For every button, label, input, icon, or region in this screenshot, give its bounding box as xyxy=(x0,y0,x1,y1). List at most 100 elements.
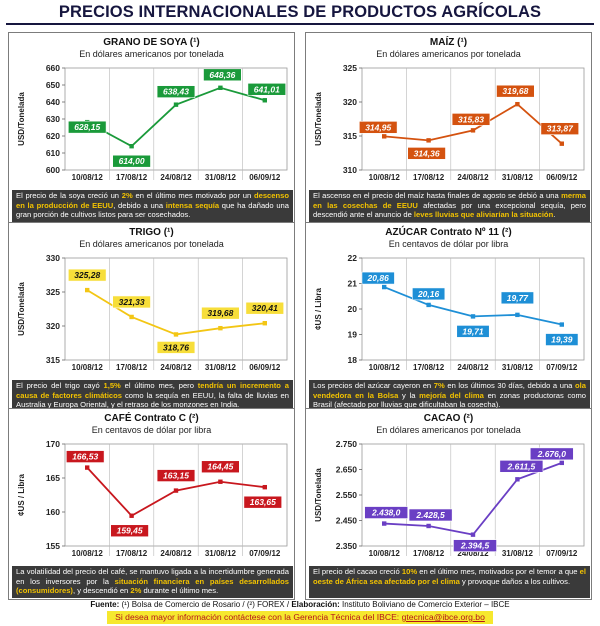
data-label: 638,43 xyxy=(163,87,189,97)
data-point xyxy=(559,460,564,466)
footer-elab-value: Instituto Boliviano de Comercio Exterior… xyxy=(339,600,510,609)
x-tick-label: 31/08/12 xyxy=(205,549,237,558)
data-point xyxy=(426,302,431,308)
data-label: 641,01 xyxy=(254,84,280,94)
data-point xyxy=(559,141,564,146)
y-tick-label: 640 xyxy=(46,97,60,107)
y-tick-label: 320 xyxy=(46,321,60,331)
data-label: 20,16 xyxy=(417,289,440,299)
data-point xyxy=(382,134,387,139)
data-point xyxy=(262,484,267,490)
x-tick-label: 07/09/12 xyxy=(249,549,281,558)
y-axis-label: USD/Tonelada xyxy=(314,92,323,146)
chart-title: TRIGO (¹) xyxy=(129,227,174,238)
contact-email-link[interactable]: gtecnica@ibce.org.bo xyxy=(401,612,485,622)
note-highlight: 7% xyxy=(433,381,445,390)
data-label-box xyxy=(156,85,196,98)
y-tick-label: 315 xyxy=(343,131,357,141)
data-label: 318,76 xyxy=(163,342,189,352)
data-label-box xyxy=(499,460,544,473)
data-label-box xyxy=(361,271,395,285)
y-tick-label: 315 xyxy=(46,355,60,365)
y-axis-label: USD/Tonelada xyxy=(314,468,323,522)
data-label-box xyxy=(156,469,196,482)
x-tick-label: 10/08/12 xyxy=(72,549,104,558)
y-tick-label: 2.650 xyxy=(336,465,358,475)
x-tick-label: 10/08/12 xyxy=(369,173,401,182)
x-tick-label: 24/08/12 xyxy=(160,549,192,558)
data-label-box xyxy=(407,147,446,160)
data-label-box xyxy=(412,287,446,301)
data-label-box xyxy=(358,121,398,134)
data-label-box xyxy=(67,120,107,134)
note-text: y la xyxy=(398,390,420,400)
data-point xyxy=(559,322,564,327)
note-cacao: El precio del cacao creció 10% en el últ… xyxy=(309,566,590,598)
x-tick-label: 17/08/12 xyxy=(116,173,148,182)
data-label-box xyxy=(112,154,151,168)
data-label-box xyxy=(65,450,105,463)
y-tick-label: 610 xyxy=(46,148,60,158)
chart-title: MAÍZ (¹) xyxy=(429,37,468,48)
note-text: en el último mes, motivados por el temor… xyxy=(417,567,580,576)
data-label-box xyxy=(408,508,453,522)
data-point xyxy=(218,85,223,90)
data-label: 19,39 xyxy=(551,335,573,345)
y-tick-label: 310 xyxy=(343,165,357,175)
data-label-box xyxy=(67,268,107,282)
data-point xyxy=(426,523,431,529)
card-cacao: CACAO (²) En dólares americanos por tone… xyxy=(305,408,592,600)
data-label-box xyxy=(245,301,284,315)
y-tick-label: 2.450 xyxy=(336,516,358,526)
data-label: 2.394,5 xyxy=(460,541,490,551)
title-rule xyxy=(6,23,594,25)
y-tick-label: 600 xyxy=(46,165,60,175)
y-tick-label: 325 xyxy=(343,63,357,73)
data-point xyxy=(129,513,134,518)
data-label: 2.428,5 xyxy=(415,510,445,520)
y-tick-label: 19 xyxy=(348,330,358,340)
card-maiz: MAÍZ (¹) En dólares americanos por tonel… xyxy=(305,32,592,224)
data-label: 648,36 xyxy=(209,70,235,80)
data-label: 321,33 xyxy=(119,297,145,307)
data-point xyxy=(382,521,387,526)
note-highlight: 10% xyxy=(401,567,418,576)
note-highlight: merma en las cosechas de EEUU xyxy=(313,191,586,210)
note-soya: El precio de la soya creció un 2% en el … xyxy=(12,190,293,222)
x-tick-label: 06/09/12 xyxy=(249,363,281,372)
data-label: 166,53 xyxy=(72,452,98,462)
contact-text: Si desea mayor información contáctese co… xyxy=(115,612,402,622)
data-label: 163,15 xyxy=(163,471,189,481)
data-point xyxy=(173,102,179,107)
x-tick-label: 31/08/12 xyxy=(205,173,237,182)
data-point xyxy=(129,144,134,149)
chart-soya: 600 610 620 630 640 650 660 USD/Tonelada 10/08/1… xyxy=(17,63,288,182)
chart-title: CACAO (²) xyxy=(423,413,474,424)
y-axis-label: USD/Tonelada xyxy=(17,282,26,336)
x-tick-label: 10/08/12 xyxy=(369,363,401,372)
data-label: 314,95 xyxy=(365,122,391,132)
data-label: 314,36 xyxy=(414,148,440,158)
data-label-box xyxy=(540,122,579,135)
card-trigo: TRIGO (¹) En dólares americanos por tone… xyxy=(8,222,295,414)
note-highlight: ola vendedora en la Bolsa xyxy=(313,381,586,400)
x-tick-label: 24/08/12 xyxy=(457,549,489,558)
data-label-box xyxy=(545,333,579,346)
x-tick-label: 24/08/12 xyxy=(457,363,489,372)
data-label: 19,77 xyxy=(507,293,530,303)
chart-cafe: 155 160 165 170 ¢US / Libra 10/08/12 17/08/12 2… xyxy=(17,439,288,558)
x-tick-label: 24/08/12 xyxy=(160,363,192,372)
x-tick-label: 17/08/12 xyxy=(413,363,445,372)
data-label-box xyxy=(156,341,196,354)
data-label-box xyxy=(201,460,240,474)
note-text: en zonas productoras como Brasil (afecta… xyxy=(313,390,587,410)
note-text: Los precios del azúcar cayeron en xyxy=(313,381,434,390)
data-label: 2.676,0 xyxy=(537,449,567,459)
y-tick-label: 320 xyxy=(343,97,357,107)
data-label: 614,00 xyxy=(119,156,145,166)
x-tick-label: 31/08/12 xyxy=(502,173,534,182)
data-point xyxy=(426,138,431,143)
plot-frame xyxy=(64,443,288,547)
data-label: 628,15 xyxy=(74,122,100,132)
data-label: 164,45 xyxy=(207,462,233,472)
